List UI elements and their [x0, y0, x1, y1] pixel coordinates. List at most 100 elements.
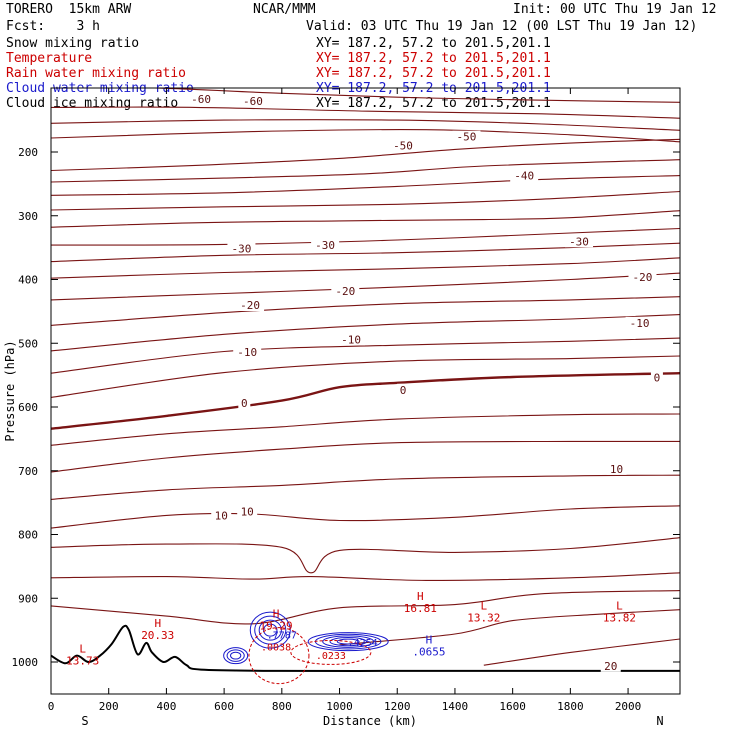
cloud-water-core-west-1	[254, 615, 287, 645]
extremum-value-0: 13.73	[66, 654, 99, 667]
cloud-water-core-low-2	[230, 651, 242, 660]
y-tick-label-1: 300	[18, 210, 38, 223]
contour-label-bg-18	[237, 505, 258, 518]
temperature-contour-2	[51, 119, 680, 131]
small-label-0: .7787	[267, 630, 297, 641]
contour-label-12: -10	[341, 333, 361, 346]
contour-label-19: 10	[610, 463, 623, 476]
y-tick-label-8: 1000	[12, 656, 39, 669]
contour-label-layer: -60 -60 -50 -50 -40 -30 -30 -30 -20 -20 -20 -10 -10 -…	[66, 93, 663, 673]
extremum-value-3: 13.32	[467, 612, 500, 625]
temperature-contour-9	[51, 227, 680, 246]
cloud-water-core-low-1	[226, 649, 245, 662]
y-tick-label-7: 900	[18, 592, 38, 605]
extremum-value-4: 13.82	[603, 612, 636, 625]
model-title: TORERO 15km ARW	[6, 2, 132, 17]
cloud-water-core-east-2	[322, 635, 375, 648]
temperature-contour-15	[51, 337, 680, 374]
extremum-kind-2: H	[417, 590, 424, 603]
y-tick-label-6: 800	[18, 529, 38, 542]
temperature-contour-24	[51, 590, 680, 625]
cloud-water-core-east-0	[307, 632, 389, 652]
x-tick-label-6: 1200	[384, 700, 411, 713]
small-label-3: .4254	[348, 638, 378, 649]
field-xy-snow: XY= 187.2, 57.2 to 201.5,201.1	[316, 36, 551, 51]
contour-label-11: -10	[237, 346, 257, 359]
north-label: N	[656, 714, 663, 728]
contour-label-bg-0	[187, 93, 216, 106]
temperature-contour-5	[51, 159, 680, 183]
contour-label-bg-15	[397, 383, 410, 396]
temperature-contour-10	[51, 242, 680, 263]
contour-label-bg-10	[628, 270, 657, 283]
contour-label-20: 20	[604, 660, 617, 673]
center-title: NCAR/MMM	[253, 2, 316, 17]
contour-label-bg-12	[337, 333, 366, 346]
x-tick-label-2: 400	[156, 700, 176, 713]
contour-label-bg-4	[510, 169, 539, 182]
terrain-layer	[51, 624, 680, 672]
contour-label-16: 0	[654, 372, 661, 385]
x-tick-label-1: 200	[99, 700, 119, 713]
temperature-contour-23	[51, 572, 680, 581]
contour-label-5: -30	[231, 242, 251, 255]
small-label-2: .0233	[316, 651, 346, 662]
field-xy-rain: XY= 187.2, 57.2 to 201.5,201.1	[316, 66, 551, 81]
y-tick-label-5: 700	[18, 465, 38, 478]
contour-label-bg-11	[233, 346, 262, 359]
y-axis-label: Pressure (hPa)	[3, 340, 17, 441]
contour-label-18: 10	[241, 506, 254, 519]
contour-label-2: -50	[393, 140, 413, 153]
extremum-value-6: .0655	[412, 646, 445, 659]
temperature-contour-8	[51, 210, 680, 228]
field-xy-temperature: XY= 187.2, 57.2 to 201.5,201.1	[316, 51, 551, 66]
field-xy-cloud-ice: XY= 187.2, 57.2 to 201.5,201.1	[316, 96, 551, 111]
temperature-contour-12	[51, 272, 680, 301]
contour-label-bg-17	[211, 509, 232, 522]
x-tick-label-4: 800	[272, 700, 292, 713]
contour-label-0: -60	[191, 93, 211, 106]
contour-label-bg-1	[238, 95, 267, 107]
extremum-kind-1: H	[154, 617, 161, 630]
contour-label-7: -30	[569, 235, 589, 248]
y-tick-label-0: 200	[18, 146, 38, 159]
contour-label-bg-14	[238, 397, 251, 410]
x-tick-label-5: 1000	[326, 700, 353, 713]
rain-water-region-west-0	[248, 627, 310, 685]
extremum-value-1: 20.33	[141, 629, 174, 642]
contour-layer	[51, 88, 680, 666]
contour-label-bg-19	[606, 462, 627, 475]
x-tick-label-8: 1600	[499, 700, 526, 713]
cloud-water-core-low-0	[223, 647, 249, 665]
contour-label-8: -20	[240, 299, 260, 312]
contour-label-bg-6	[311, 239, 340, 252]
x-tick-label-7: 1400	[442, 700, 469, 713]
contour-label-9: -20	[335, 285, 355, 298]
contour-label-14: 0	[241, 397, 248, 410]
contour-label-bg-20	[600, 659, 621, 672]
contour-label-13: -10	[630, 317, 650, 330]
y-tick-label-4: 600	[18, 401, 38, 414]
temperature-contour-16	[51, 355, 680, 398]
extremum-kind-4: L	[616, 600, 623, 613]
contour-label-bg-13	[625, 316, 654, 329]
small-label-1: .0038	[261, 643, 291, 654]
extremum-value-5: 19.29	[259, 619, 292, 632]
rain-water-region-east-0	[290, 639, 372, 665]
temperature-contour-4	[51, 138, 680, 172]
south-label: S	[81, 714, 88, 728]
contour-label-bg-16	[650, 371, 663, 384]
terrain-line	[51, 624, 680, 672]
contour-label-bg-2	[389, 139, 418, 152]
field-name-temperature: Temperature	[6, 51, 93, 66]
contour-label-6: -30	[315, 239, 335, 252]
temperature-contour-25	[339, 609, 680, 646]
contour-label-4: -40	[514, 170, 534, 183]
extremum-value-2: 16.81	[404, 602, 437, 615]
temperature-contour-7	[51, 190, 680, 211]
temperature-contour-22	[51, 537, 680, 574]
extremum-kind-0: L	[79, 642, 86, 655]
x-axis-label: Distance (km)	[323, 714, 417, 728]
extremum-kind-3: L	[480, 600, 487, 613]
